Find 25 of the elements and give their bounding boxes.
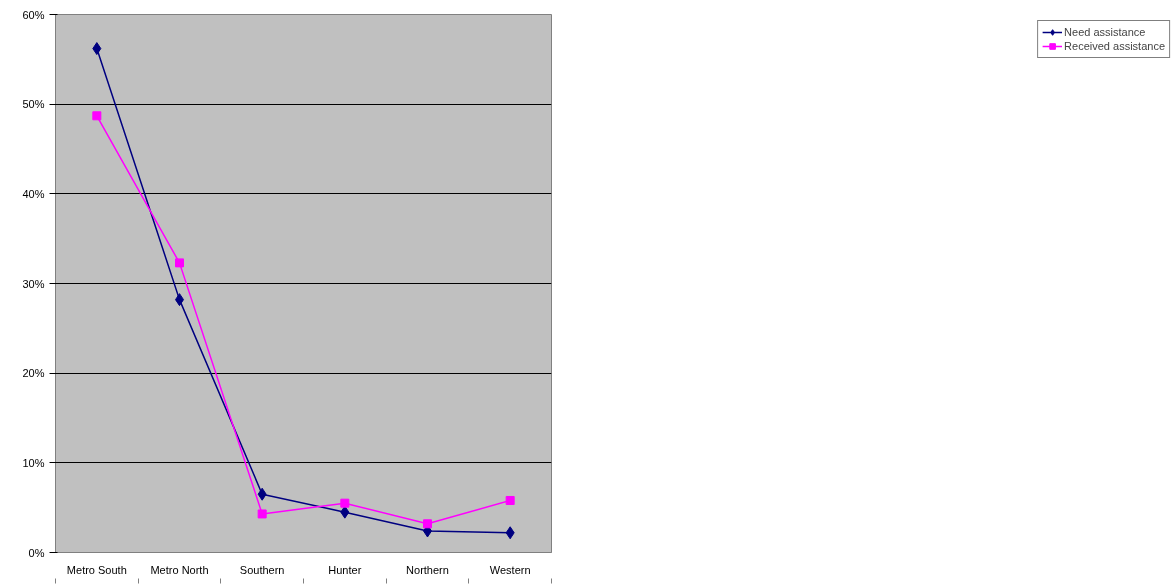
legend-label: Received assistance xyxy=(1064,39,1165,53)
x-tick-label: Western xyxy=(489,563,531,576)
point xyxy=(92,111,102,121)
x-tick-label: Northern xyxy=(406,563,449,576)
point xyxy=(257,509,267,519)
point xyxy=(175,258,184,268)
x-tick-label: Hunter xyxy=(328,563,362,576)
y-tick-label: 10% xyxy=(22,456,45,469)
point xyxy=(505,495,515,505)
point xyxy=(340,505,350,519)
x-tick-label: Southern xyxy=(239,563,285,576)
y-tick-label: 30% xyxy=(22,277,45,290)
y-tick-label: 50% xyxy=(22,98,45,111)
point xyxy=(505,526,515,540)
point xyxy=(257,487,267,501)
y-tick-label: 60% xyxy=(22,8,45,21)
y-tick-label: 0% xyxy=(28,546,45,559)
y-tick-label: 20% xyxy=(22,367,45,380)
y-tick-label: 40% xyxy=(22,187,45,200)
legend-label: Need assistance xyxy=(1064,25,1146,39)
point xyxy=(340,498,350,508)
point xyxy=(92,42,102,56)
point xyxy=(423,519,432,529)
x-tick-label: Metro North xyxy=(150,563,209,576)
x-tick-label: Metro South xyxy=(66,563,127,576)
